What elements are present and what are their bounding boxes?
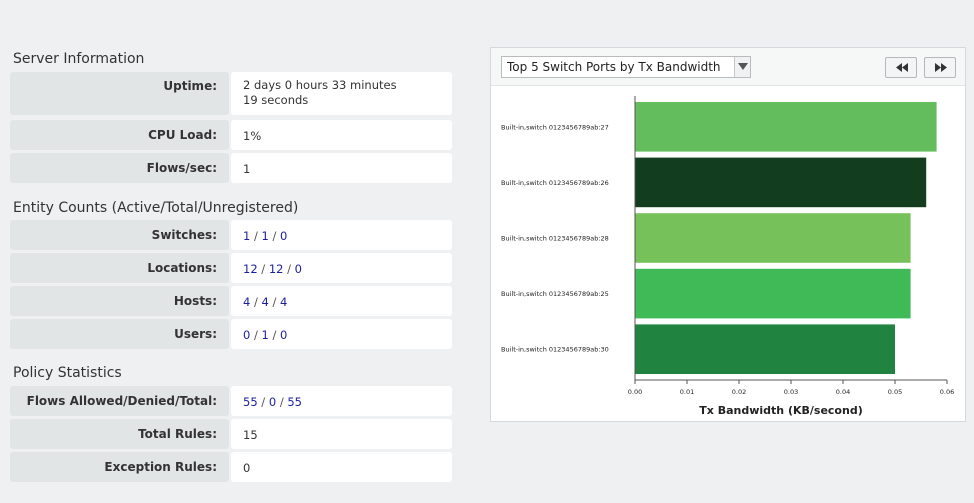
chart-type-select-value: Top 5 Switch Ports by Tx Bandwidth xyxy=(507,60,721,74)
users-total-link[interactable]: 1 xyxy=(261,328,269,342)
total-rules-row: Total Rules: 15 xyxy=(10,419,452,449)
switches-active-link[interactable]: 1 xyxy=(243,229,251,243)
next-chart-button[interactable] xyxy=(924,57,956,78)
flows-total-link[interactable]: 55 xyxy=(287,395,302,409)
separator: / xyxy=(287,262,291,276)
fast-forward-icon xyxy=(935,63,947,72)
flows-denied-link[interactable]: 0 xyxy=(268,395,277,409)
entity-counts-title: Entity Counts (Active/Total/Unregistered… xyxy=(13,200,299,216)
separator: / xyxy=(261,262,266,276)
hosts-total-link[interactable]: 4 xyxy=(261,295,269,309)
previous-chart-button[interactable] xyxy=(885,57,917,78)
switches-label: Switches: xyxy=(10,220,229,250)
rewind-icon xyxy=(896,63,908,72)
separator: / xyxy=(272,229,277,243)
exception-rules-label: Exception Rules: xyxy=(10,452,229,482)
server-information-title: Server Information xyxy=(13,51,145,67)
locations-total-link[interactable]: 12 xyxy=(268,262,284,276)
users-row: Users: 0 / 1 / 0 xyxy=(10,319,452,349)
chart-type-select[interactable]: Top 5 Switch Ports by Tx Bandwidth xyxy=(501,56,751,78)
locations-value: 12 / 12 / 0 xyxy=(231,253,452,283)
separator: / xyxy=(272,295,277,309)
users-unregistered-link[interactable]: 0 xyxy=(280,328,288,342)
bar xyxy=(635,268,911,319)
flows-allowed-value: 55 / 0 / 55 xyxy=(231,386,452,416)
x-tick-label: 0.00 xyxy=(628,388,642,396)
exception-rules-value: 0 xyxy=(231,452,452,482)
exception-rules-row: Exception Rules: 0 xyxy=(10,452,452,482)
x-tick-label: 0.03 xyxy=(784,388,798,396)
cpu-load-label: CPU Load: xyxy=(10,120,229,150)
locations-unregistered-link[interactable]: 0 xyxy=(294,262,302,276)
hosts-unregistered-link[interactable]: 4 xyxy=(280,295,288,309)
tx-bandwidth-bar-chart: Built-in,switch 0123456789ab:27 Built-in,… xyxy=(501,96,954,417)
users-value: 0 / 1 / 0 xyxy=(231,319,452,349)
bandwidth-chart-panel: Top 5 Switch Ports by Tx Bandwidth Built… xyxy=(490,47,966,422)
separator: / xyxy=(261,395,266,409)
x-tick-label: 0.05 xyxy=(888,388,902,396)
users-active-link[interactable]: 0 xyxy=(243,328,251,342)
bar xyxy=(635,324,895,374)
switches-unregistered-link[interactable]: 0 xyxy=(280,229,288,243)
category-label: Built-in,switch 0123456789ab:26 xyxy=(501,179,609,187)
bar xyxy=(635,102,937,152)
bar xyxy=(635,213,911,263)
flows-per-sec-label: Flows/sec: xyxy=(10,153,229,183)
category-label: Built-in,switch 0123456789ab:27 xyxy=(501,123,609,131)
total-rules-value: 15 xyxy=(231,419,452,449)
flows-per-sec-row: Flows/sec: 1 xyxy=(10,153,452,183)
flows-allowed-link[interactable]: 55 xyxy=(243,395,258,409)
x-tick-label: 0.01 xyxy=(680,388,694,396)
switches-value: 1 / 1 / 0 xyxy=(231,220,452,250)
category-label: Built-in,switch 0123456789ab:28 xyxy=(501,235,609,243)
hosts-active-link[interactable]: 4 xyxy=(243,295,251,309)
policy-statistics-title: Policy Statistics xyxy=(13,365,122,381)
x-tick-label: 0.06 xyxy=(940,388,954,396)
hosts-label: Hosts: xyxy=(10,286,229,316)
x-tick-label: 0.02 xyxy=(732,388,746,396)
category-label: Built-in,switch 0123456789ab:30 xyxy=(501,346,609,354)
separator: / xyxy=(253,295,258,309)
locations-row: Locations: 12 / 12 / 0 xyxy=(10,253,452,283)
bar xyxy=(635,157,927,208)
flows-allowed-row: Flows Allowed/Denied/Total: 55 / 0 / 55 xyxy=(10,386,452,416)
cpu-load-row: CPU Load: 1% xyxy=(10,120,452,150)
separator: / xyxy=(272,328,277,342)
switches-total-link[interactable]: 1 xyxy=(261,229,269,243)
separator: / xyxy=(253,328,258,342)
cpu-load-value: 1% xyxy=(231,120,452,150)
locations-active-link[interactable]: 12 xyxy=(243,262,258,276)
chart-panel-header: Top 5 Switch Ports by Tx Bandwidth xyxy=(491,48,965,86)
hosts-value: 4 / 4 / 4 xyxy=(231,286,452,316)
x-tick-label: 0.04 xyxy=(836,388,850,396)
separator: / xyxy=(279,395,284,409)
category-label: Built-in,switch 0123456789ab:25 xyxy=(501,290,609,298)
users-label: Users: xyxy=(10,319,229,349)
flows-allowed-label: Flows Allowed/Denied/Total: xyxy=(10,386,229,416)
locations-label: Locations: xyxy=(10,253,229,283)
x-axis-title: Tx Bandwidth (KB/second) xyxy=(699,404,862,417)
flows-per-sec-value: 1 xyxy=(231,153,452,183)
hosts-row: Hosts: 4 / 4 / 4 xyxy=(10,286,452,316)
total-rules-label: Total Rules: xyxy=(10,419,229,449)
uptime-label: Uptime: xyxy=(10,72,229,115)
switches-row: Switches: 1 / 1 / 0 xyxy=(10,220,452,250)
uptime-value: 2 days 0 hours 33 minutes 19 seconds xyxy=(231,72,452,115)
chevron-down-icon[interactable] xyxy=(734,57,750,77)
uptime-row: Uptime: 2 days 0 hours 33 minutes 19 sec… xyxy=(10,72,452,115)
separator: / xyxy=(253,229,258,243)
